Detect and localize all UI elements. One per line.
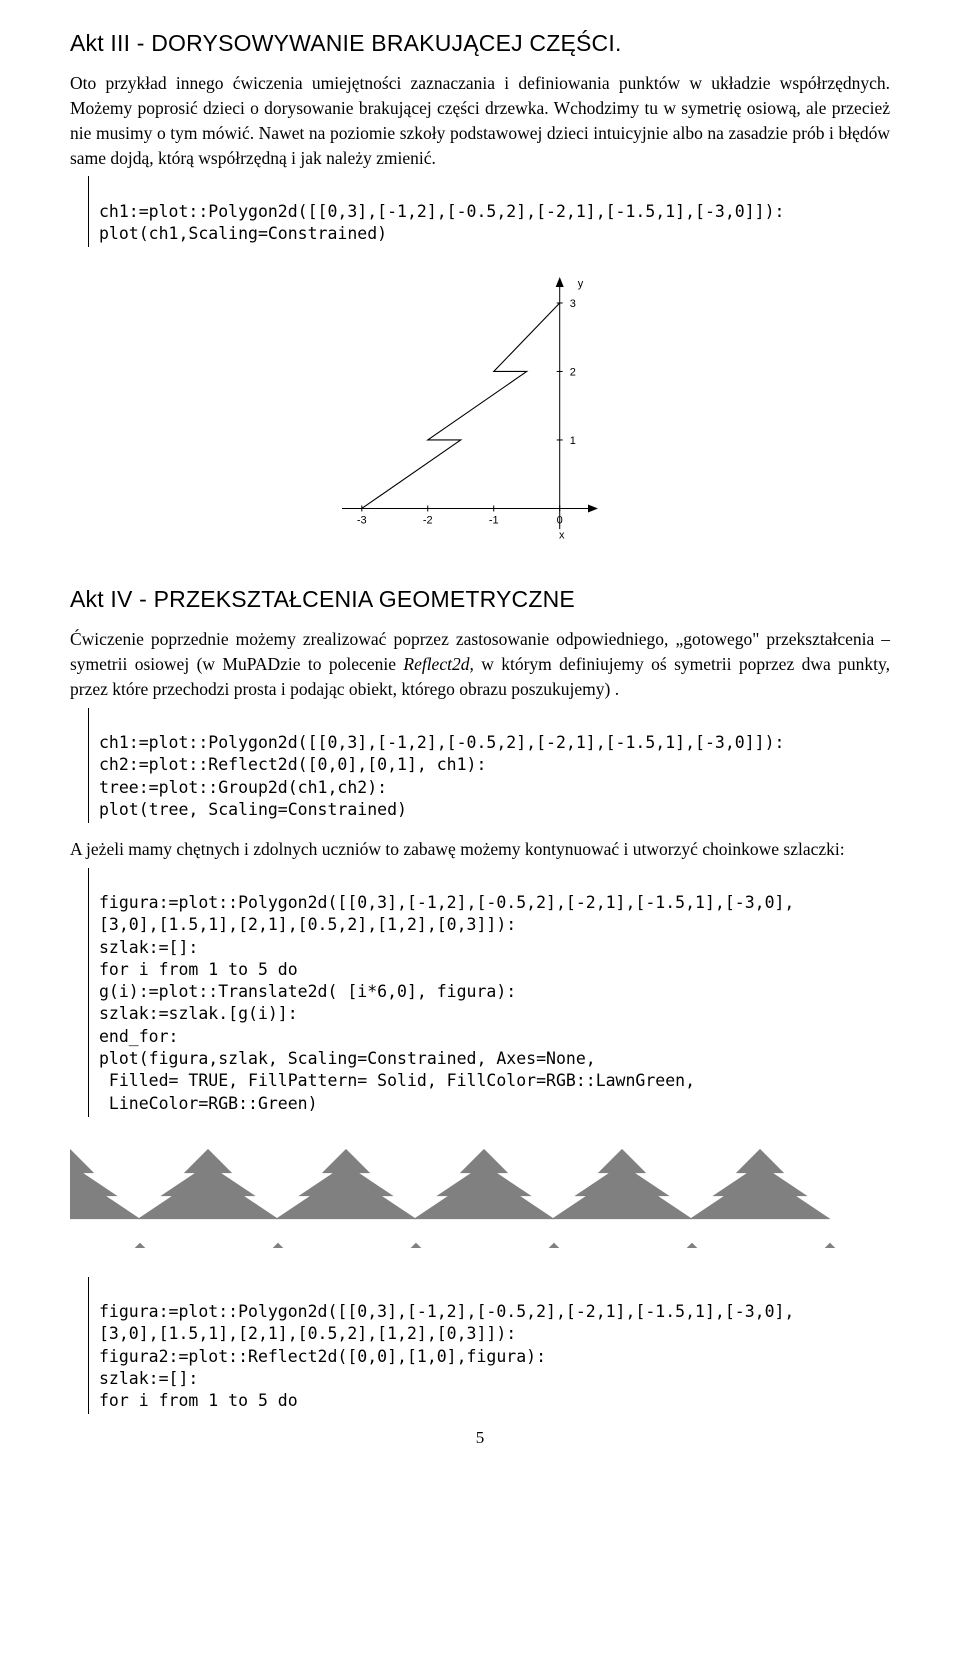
- svg-text:0: 0: [557, 515, 563, 527]
- code-line: Filled= TRUE, FillPattern= Solid, FillCo…: [99, 1071, 695, 1090]
- code-line: [3,0],[1.5,1],[2,1],[0.5,2],[1,2],[0,3]]…: [99, 1324, 516, 1343]
- code-line: g(i):=plot::Translate2d( [i*6,0], figura…: [99, 982, 516, 1001]
- code-line: figura2:=plot::Reflect2d([0,0],[1,0],fig…: [99, 1347, 546, 1366]
- svg-text:y: y: [578, 278, 584, 290]
- code-line: szlak:=szlak.[g(i)]:: [99, 1004, 298, 1023]
- trees-row-graphic: [70, 1131, 890, 1271]
- code-block-3: figura:=plot::Polygon2d([[0,3],[-1,2],[-…: [88, 868, 890, 1117]
- page-number: 5: [70, 1428, 890, 1448]
- heading-akt-iv: Akt IV - PRZEKSZTAŁCENIA GEOMETRYCZNE: [70, 586, 890, 613]
- code-line: plot(ch1,Scaling=Constrained): [99, 224, 387, 243]
- svg-text:3: 3: [570, 298, 576, 310]
- code-block-4: figura:=plot::Polygon2d([[0,3],[-1,2],[-…: [88, 1277, 890, 1415]
- svg-text:1: 1: [570, 435, 576, 447]
- code-line: plot(figura,szlak, Scaling=Constrained, …: [99, 1049, 596, 1068]
- paragraph-intro-akt-iii: Oto przykład innego ćwiczenia umiejętnoś…: [70, 71, 890, 170]
- svg-text:2: 2: [570, 367, 576, 379]
- code-line: ch1:=plot::Polygon2d([[0,3],[-1,2],[-0.5…: [99, 202, 784, 221]
- half-tree-chart: -3 -2 -1 0 1 2 3y x: [70, 261, 890, 586]
- svg-text:x: x: [559, 530, 565, 542]
- heading-akt-iii: Akt III - DORYSOWYWANIE BRAKUJĄCEJ CZĘŚC…: [70, 30, 890, 57]
- code-line: plot(tree, Scaling=Constrained): [99, 800, 407, 819]
- code-line: ch2:=plot::Reflect2d([0,0],[0,1], ch1):: [99, 755, 486, 774]
- code-line: for i from 1 to 5 do: [99, 1391, 298, 1410]
- paragraph-continue: A jeżeli mamy chętnych i zdolnych ucznió…: [70, 837, 890, 862]
- paragraph-intro-akt-iv: Ćwiczenie poprzednie możemy zrealizować …: [70, 627, 890, 702]
- code-line: for i from 1 to 5 do: [99, 960, 298, 979]
- code-line: figura:=plot::Polygon2d([[0,3],[-1,2],[-…: [99, 1302, 794, 1321]
- code-line: szlak:=[]:: [99, 938, 198, 957]
- code-line: ch1:=plot::Polygon2d([[0,3],[-1,2],[-0.5…: [99, 733, 784, 752]
- code-line: LineColor=RGB::Green): [99, 1094, 318, 1113]
- svg-text:-2: -2: [423, 515, 433, 527]
- code-block-1: ch1:=plot::Polygon2d([[0,3],[-1,2],[-0.5…: [88, 176, 890, 247]
- svg-text:-3: -3: [357, 515, 367, 527]
- code-line: figura:=plot::Polygon2d([[0,3],[-1,2],[-…: [99, 893, 794, 912]
- code-line: [3,0],[1.5,1],[2,1],[0.5,2],[1,2],[0,3]]…: [99, 915, 516, 934]
- code-line: szlak:=[]:: [99, 1369, 198, 1388]
- code-line: end_for:: [99, 1027, 178, 1046]
- code-line: tree:=plot::Group2d(ch1,ch2):: [99, 778, 387, 797]
- code-block-2: ch1:=plot::Polygon2d([[0,3],[-1,2],[-0.5…: [88, 708, 890, 823]
- svg-text:-1: -1: [489, 515, 499, 527]
